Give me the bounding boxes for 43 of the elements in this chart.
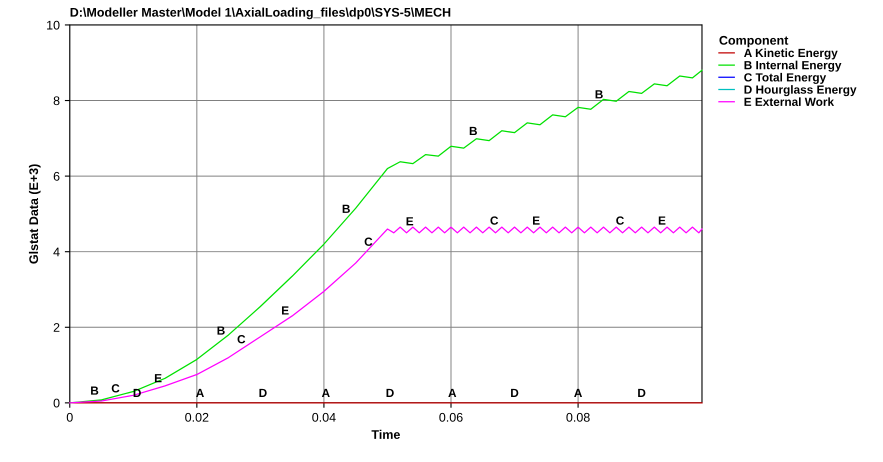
annotation: B (91, 386, 98, 395)
annotation: C (616, 216, 624, 225)
annotation: A (196, 388, 204, 397)
annotation: C (364, 238, 372, 246)
x-axis-title: Time (372, 430, 400, 439)
y-axis-title: Glstat Data (E+3) (28, 164, 41, 264)
y-tick-label: 10 (47, 20, 60, 30)
legend-label: B Internal Energy (744, 60, 842, 72)
annotation: E (282, 306, 289, 315)
y-tick-label: 2 (54, 323, 60, 332)
legend-label: E External Work (744, 97, 834, 106)
chart-title: D:\Modeller Master\Model 1\AxialLoading_files\dp0\SYS-5\MECH (70, 8, 450, 20)
x-tick-label: 0.06 (439, 412, 463, 422)
annotation: E (406, 217, 414, 226)
annotation: A (322, 388, 330, 397)
annotation: A (448, 388, 456, 397)
x-tick-label: 0.02 (185, 412, 208, 422)
annotation: E (658, 216, 666, 225)
annotation: C (238, 335, 246, 344)
annotation: C (490, 216, 498, 225)
x-tick-label: 0.08 (566, 412, 590, 422)
legend-label: A Kinetic Energy (744, 48, 838, 60)
annotation: C (112, 384, 120, 393)
annotation: D (386, 388, 394, 397)
annotation: B (342, 204, 350, 213)
x-tick-label: 0.04 (312, 412, 336, 422)
x-tick-label: 0 (66, 412, 73, 422)
annotation: E (154, 374, 162, 382)
annotation: D (511, 388, 518, 397)
y-tick-label: 6 (54, 172, 60, 181)
legend-label: D Hourglass Energy (744, 85, 856, 96)
annotation: B (596, 90, 603, 98)
annotation: A (574, 388, 582, 397)
annotation: D (638, 388, 646, 397)
annotation: B (470, 126, 477, 136)
legend-title: Component (719, 36, 788, 48)
annotation: B (218, 326, 225, 335)
y-tick-label: 4 (53, 248, 60, 256)
y-tick-label: 0 (54, 398, 60, 408)
annotation: D (259, 388, 267, 397)
annotation: E (532, 216, 540, 225)
legend-label: C Total Energy (744, 72, 826, 84)
y-tick-label: 8 (54, 96, 60, 106)
